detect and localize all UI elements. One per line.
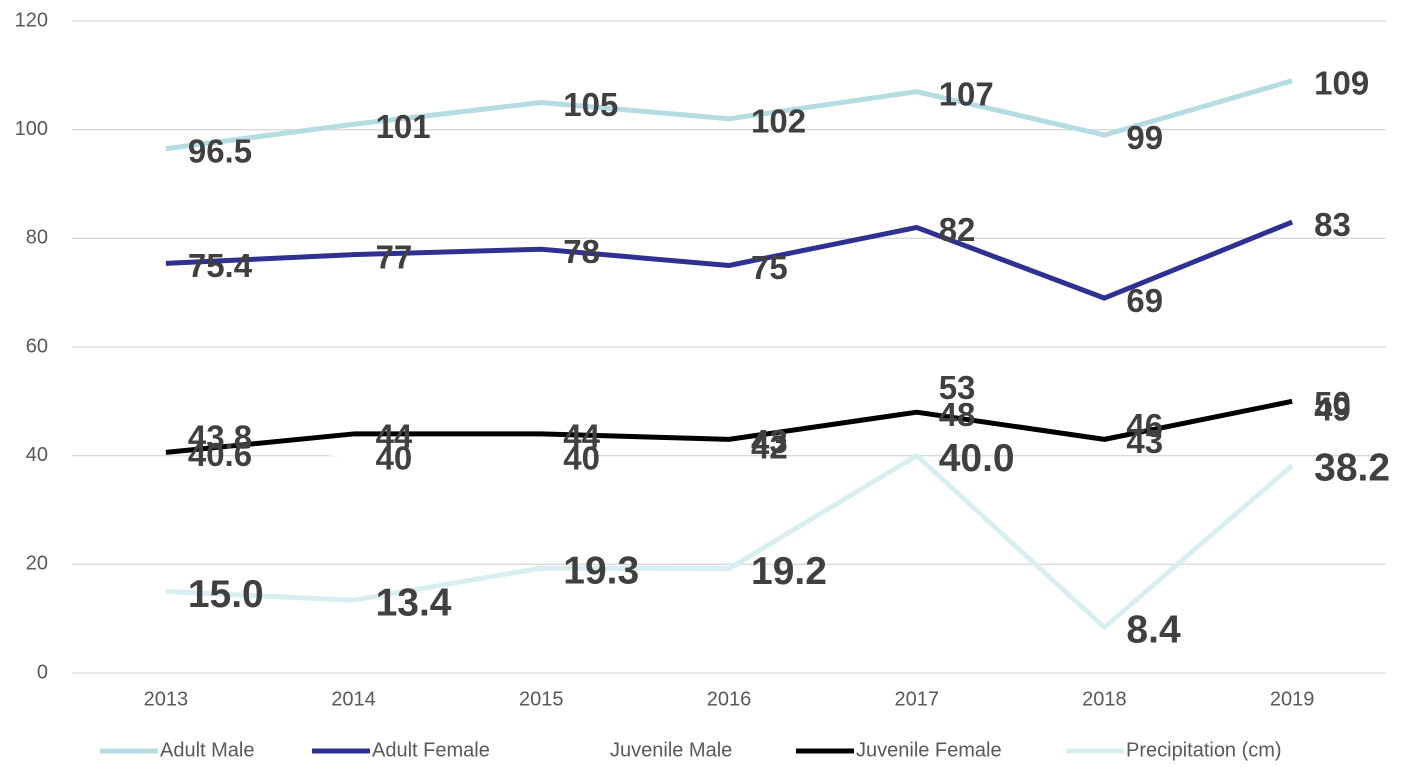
data-label: 109 bbox=[1314, 64, 1369, 101]
series-line bbox=[165, 453, 1294, 630]
y-tick-label: 60 bbox=[26, 335, 48, 357]
data-label: 42 bbox=[751, 429, 788, 466]
y-tick-label: 120 bbox=[15, 9, 48, 31]
data-label: 43.8 bbox=[188, 419, 252, 456]
y-tick-label: 80 bbox=[26, 227, 48, 249]
data-label: 40 bbox=[563, 439, 600, 476]
legend-label: Juvenile Male bbox=[610, 739, 732, 761]
data-label: 15.0 bbox=[188, 573, 264, 616]
x-tick-label: 2014 bbox=[331, 688, 376, 710]
data-label: 101 bbox=[376, 108, 431, 145]
data-label: 75 bbox=[751, 249, 788, 286]
data-label: 82 bbox=[939, 211, 976, 248]
series-line bbox=[165, 398, 1293, 455]
data-label: 43 bbox=[751, 423, 788, 460]
x-tick-label: 2016 bbox=[707, 688, 752, 710]
data-label: 8.4 bbox=[1126, 609, 1181, 652]
y-tick-label: 40 bbox=[26, 444, 48, 466]
data-label: 75.4 bbox=[188, 247, 253, 284]
data-label: 96.5 bbox=[188, 132, 252, 169]
x-tick-label: 2015 bbox=[519, 688, 564, 710]
y-tick-label: 20 bbox=[26, 553, 48, 575]
legend-label: Adult Female bbox=[372, 739, 490, 761]
x-tick-label: 2013 bbox=[144, 688, 189, 710]
data-label: 19.3 bbox=[563, 549, 639, 592]
data-label: 78 bbox=[563, 233, 600, 270]
y-tick-label: 100 bbox=[15, 118, 48, 140]
legend-label: Adult Male bbox=[160, 739, 255, 761]
data-label: 46 bbox=[1126, 407, 1163, 444]
series-line bbox=[165, 78, 1293, 152]
data-label: 44 bbox=[563, 418, 600, 455]
y-tick-label: 0 bbox=[37, 661, 48, 683]
data-label: 43 bbox=[1126, 423, 1163, 460]
series-line bbox=[165, 219, 1294, 301]
data-label: 48 bbox=[939, 396, 976, 433]
data-label: 13.4 bbox=[376, 581, 452, 624]
data-label: 49 bbox=[1314, 390, 1351, 427]
legend-label: Juvenile Female bbox=[856, 739, 1002, 761]
data-label: 102 bbox=[751, 103, 806, 140]
data-label: 40.6 bbox=[188, 436, 252, 473]
x-tick-label: 2018 bbox=[1082, 688, 1127, 710]
legend-label: Precipitation (cm) bbox=[1126, 739, 1282, 761]
data-label: 40.0 bbox=[939, 437, 1015, 480]
data-label: 44 bbox=[376, 418, 413, 455]
data-label: 107 bbox=[939, 75, 994, 112]
data-label: 77 bbox=[376, 238, 413, 275]
x-tick-label: 2019 bbox=[1270, 688, 1315, 710]
data-label: 83 bbox=[1314, 206, 1351, 243]
series-line bbox=[165, 382, 1293, 459]
data-label: 69 bbox=[1126, 282, 1163, 319]
data-label: 38.2 bbox=[1314, 447, 1390, 490]
data-label: 105 bbox=[563, 86, 618, 123]
data-label: 40 bbox=[376, 439, 413, 476]
data-label: 50 bbox=[1314, 385, 1351, 422]
data-label: 53 bbox=[939, 369, 976, 406]
data-label: 99 bbox=[1126, 119, 1163, 156]
x-tick-label: 2017 bbox=[894, 688, 939, 710]
data-label: 19.2 bbox=[751, 550, 827, 593]
